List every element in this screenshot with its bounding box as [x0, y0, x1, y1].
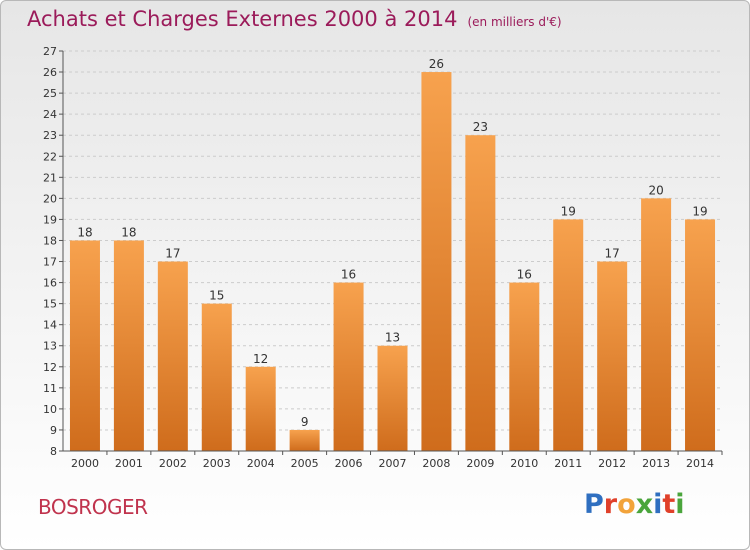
x-tick-label: 2013 [642, 457, 670, 470]
x-tick-label: 2006 [335, 457, 363, 470]
y-tick-label: 21 [43, 171, 57, 184]
chart-title-text: Achats et Charges Externes 2000 à 2014 [27, 7, 458, 31]
y-tick-label: 27 [43, 45, 57, 58]
bar-value-label: 13 [385, 331, 400, 345]
y-tick-label: 26 [43, 66, 57, 79]
proxiti-logo: Proxiti [584, 489, 685, 520]
x-tick-label: 2011 [554, 457, 582, 470]
bar [201, 303, 232, 451]
y-tick-label: 13 [43, 340, 57, 353]
chart-subtitle: (en milliers d'€) [467, 15, 562, 29]
bar-value-label: 17 [165, 247, 180, 261]
x-tick-label: 2014 [686, 457, 714, 470]
x-tick-label: 2005 [291, 457, 319, 470]
bar [289, 429, 320, 451]
x-tick-label: 2010 [510, 457, 538, 470]
bar-value-label: 16 [517, 268, 532, 282]
bar [509, 282, 540, 451]
bar-value-label: 18 [77, 225, 92, 239]
y-tick-label: 9 [50, 424, 57, 437]
bar [113, 240, 144, 451]
y-tick-label: 14 [43, 319, 57, 332]
bar [377, 345, 408, 451]
bar-value-label: 12 [253, 352, 268, 366]
bar [421, 72, 452, 451]
x-tick-label: 2000 [71, 457, 99, 470]
y-tick-label: 17 [43, 256, 57, 269]
x-tick-label: 2001 [115, 457, 143, 470]
bar [245, 366, 276, 451]
logo-letter: i [653, 489, 663, 520]
y-tick-label: 23 [43, 129, 57, 142]
bar-value-label: 18 [121, 225, 136, 239]
bar-value-label: 19 [561, 204, 576, 218]
bar-value-label: 20 [648, 183, 663, 197]
y-tick-label: 24 [43, 108, 57, 121]
logo-letter: t [662, 489, 676, 520]
y-tick-label: 19 [43, 213, 57, 226]
x-tick-label: 2002 [159, 457, 187, 470]
x-tick-label: 2004 [247, 457, 275, 470]
bar-value-label: 23 [473, 120, 488, 134]
y-tick-label: 15 [43, 298, 57, 311]
y-tick-label: 11 [43, 382, 57, 395]
bar [685, 219, 716, 451]
x-tick-label: 2003 [203, 457, 231, 470]
bar [333, 282, 364, 451]
y-tick-label: 22 [43, 150, 57, 163]
logo-letter: r [603, 489, 618, 520]
bar-value-label: 19 [692, 204, 707, 218]
y-tick-label: 25 [43, 87, 57, 100]
bar-value-label: 16 [341, 268, 356, 282]
bar-value-label: 26 [429, 57, 444, 71]
x-tick-label: 2009 [466, 457, 494, 470]
logo-letter: o [617, 489, 636, 520]
x-tick-label: 2012 [598, 457, 626, 470]
bars-layer [69, 72, 716, 452]
y-tick-label: 8 [50, 445, 57, 458]
logo-letter: P [584, 489, 604, 520]
bar-value-label: 9 [301, 415, 309, 429]
bar [69, 240, 100, 451]
bar [553, 219, 584, 451]
logo-letter: x [635, 489, 654, 520]
bar [465, 135, 496, 452]
bar-value-label: 17 [605, 247, 620, 261]
x-tick-label: 2008 [422, 457, 450, 470]
bar [641, 198, 672, 451]
bar [157, 261, 188, 451]
chart-title: Achats et Charges Externes 2000 à 2014 (e… [27, 7, 562, 31]
y-tick-label: 10 [43, 403, 57, 416]
bar-value-label: 15 [209, 289, 224, 303]
bar [597, 261, 628, 451]
x-tick-label: 2007 [379, 457, 407, 470]
axis-layer: 8 9 10 11 12 13 14 15 16 17 18 19 20 21 22 23 24 25 26 27 20… [43, 45, 723, 470]
y-tick-label: 16 [43, 277, 57, 290]
y-tick-label: 18 [43, 234, 57, 247]
labels-layer: 18 18 17 15 12 9 16 13 26 23 16 19 17 20 19 [77, 57, 707, 429]
y-tick-label: 12 [43, 361, 57, 374]
y-tick-label: 20 [43, 192, 57, 205]
logo-letter: i [675, 489, 685, 520]
city-name: BOSROGER [38, 495, 148, 519]
